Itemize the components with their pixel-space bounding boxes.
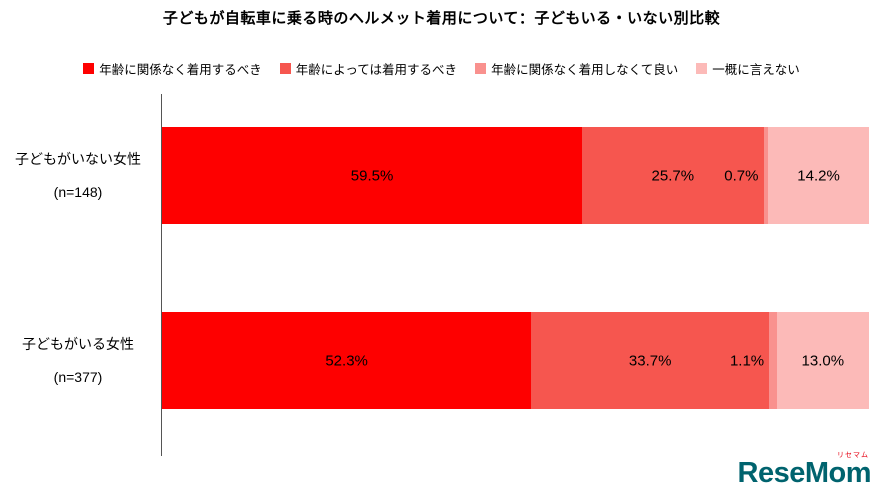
category-n: (n=148) — [53, 184, 103, 200]
logo-text: ReseMom — [737, 457, 872, 489]
category-label: 子どもがいる女性 (n=377) — [2, 328, 154, 394]
legend-label: 年齢によっては着用するべき — [295, 63, 458, 77]
legend-swatch — [83, 63, 95, 74]
legend-item: 年齢によっては着用するべき — [279, 59, 458, 78]
bar-segment — [162, 127, 583, 224]
category-label: 子どもがいない女性 (n=148) — [2, 143, 154, 209]
bar-segment — [162, 312, 532, 409]
legend-swatch — [696, 63, 708, 74]
stacked-bar: 59.5% 25.7% 0.7% 14.2% — [162, 127, 869, 224]
legend-label: 一概に言えない — [712, 63, 800, 77]
value-label: 14.2% — [797, 167, 840, 184]
legend-item: 年齢に関係なく着用しなくて良い — [475, 59, 678, 78]
bar-segment — [531, 312, 770, 409]
legend-swatch — [279, 63, 291, 74]
value-label: 13.0% — [801, 352, 845, 369]
bar-segment — [768, 127, 869, 224]
chart-title: 子どもが自転車に乗る時のヘルメット着用について：子どもいる・いない別比較 — [162, 10, 721, 27]
logo-kana-text: リセマム — [837, 452, 869, 459]
legend-swatch — [475, 63, 487, 74]
bar-segment — [769, 312, 777, 409]
bar-segment — [776, 312, 869, 409]
legend-label: 年齢に関係なく着用しなくて良い — [491, 63, 679, 77]
value-label: 52.3% — [325, 352, 368, 369]
value-label: 0.7% — [724, 167, 759, 184]
value-label: 1.1% — [729, 352, 765, 369]
plot-area: 59.5% 25.7% 0.7% 14.2% 52.3% 33.7% 1.1% 13.0% — [161, 94, 869, 456]
resemom-logo: リセマム ReseMom — [738, 449, 872, 490]
stacked-bar: 52.3% 33.7% 1.1% 13.0% — [162, 312, 869, 409]
legend-item: 年齢に関係なく着用するべき — [83, 59, 262, 78]
legend: 年齢に関係なく着用するべき 年齢によっては着用するべき 年齢に関係なく着用しなく… — [0, 59, 883, 78]
value-label: 33.7% — [628, 352, 672, 369]
bar-segment — [763, 127, 769, 224]
category-n: (n=377) — [53, 369, 103, 385]
category-name: 子どもがいる女性 — [22, 336, 134, 352]
legend-item: 一概に言えない — [696, 59, 800, 78]
category-name: 子どもがいない女性 — [15, 151, 141, 167]
value-label: 25.7% — [651, 167, 695, 184]
legend-label: 年齢に関係なく着用するべき — [99, 63, 262, 77]
value-label: 59.5% — [350, 167, 394, 184]
bar-segment — [582, 127, 764, 224]
